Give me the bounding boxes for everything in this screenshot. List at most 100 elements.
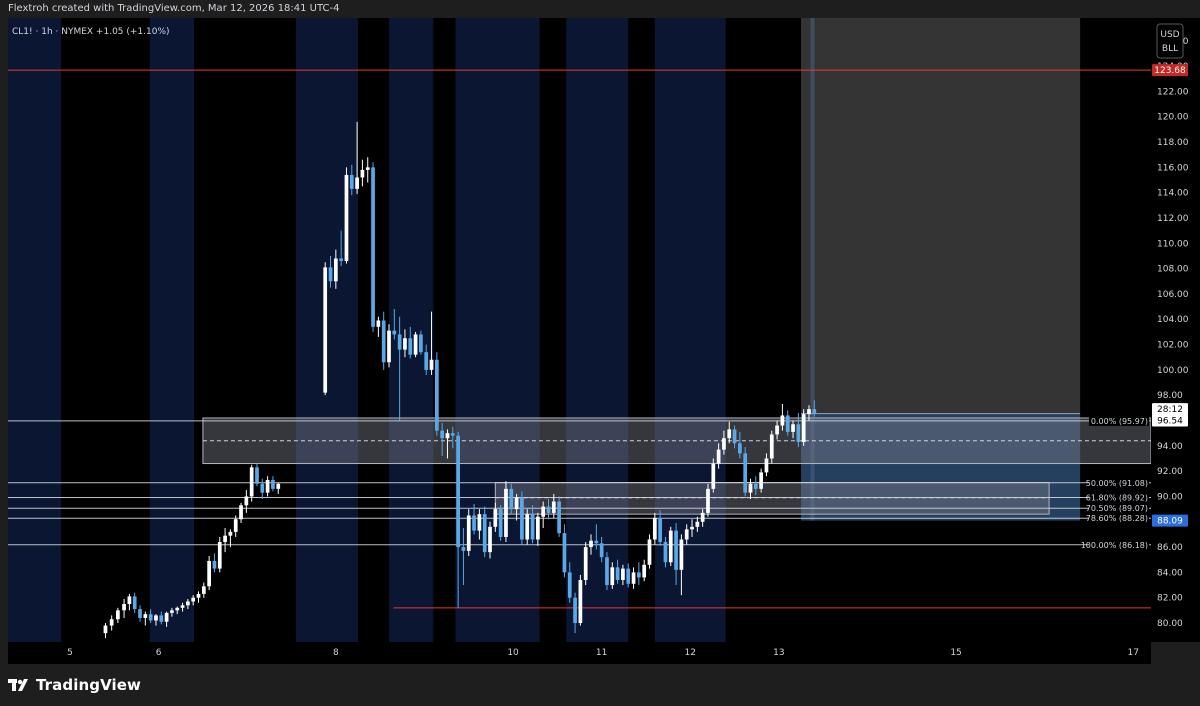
projection-vertical-band bbox=[810, 18, 815, 521]
candle bbox=[138, 605, 142, 622]
candle bbox=[434, 352, 439, 436]
candle-body bbox=[255, 467, 259, 484]
candle bbox=[722, 430, 726, 455]
candle-body bbox=[583, 547, 588, 580]
price-axis[interactable] bbox=[1151, 18, 1200, 642]
candle bbox=[498, 505, 503, 541]
candle-body bbox=[440, 430, 445, 439]
candle-body bbox=[626, 568, 631, 584]
candle bbox=[769, 430, 774, 464]
candle bbox=[466, 509, 471, 556]
candle bbox=[397, 316, 402, 421]
candle bbox=[196, 591, 201, 603]
tradingview-brand: TradingView bbox=[8, 675, 141, 695]
candle-body bbox=[445, 433, 450, 439]
candle-body bbox=[647, 539, 652, 565]
candle bbox=[551, 493, 556, 518]
candle-body bbox=[652, 517, 657, 540]
price-tick-label: 122.00 bbox=[1157, 87, 1189, 97]
candle bbox=[738, 431, 742, 459]
time-tick-label: 12 bbox=[685, 648, 696, 658]
candle bbox=[684, 524, 689, 545]
candle bbox=[668, 526, 673, 567]
candle bbox=[387, 324, 391, 368]
candle-body bbox=[450, 433, 455, 436]
candle bbox=[360, 159, 365, 187]
candle bbox=[753, 476, 758, 496]
fib-level-label: 78.60% (88.28) bbox=[1086, 514, 1148, 523]
symbol-legend: CL1! · 1h · NYMEX +1.05 (+1.10%) bbox=[12, 27, 170, 37]
candle-body bbox=[217, 542, 222, 569]
candle bbox=[637, 562, 641, 586]
candle bbox=[652, 512, 657, 545]
fib-level-label: 70.50% (89.07) bbox=[1086, 504, 1148, 513]
fib-label-bg bbox=[1089, 477, 1149, 488]
candle bbox=[775, 420, 779, 440]
candle bbox=[228, 529, 233, 548]
candle bbox=[504, 481, 508, 543]
candle bbox=[148, 609, 153, 624]
price-tag-label: 88.09 bbox=[1157, 517, 1183, 527]
position-projection[interactable] bbox=[801, 18, 1081, 521]
time-tick-label: 11 bbox=[596, 648, 607, 658]
target-area[interactable] bbox=[801, 18, 1081, 414]
candle bbox=[271, 476, 275, 492]
fib-label-bg bbox=[1089, 503, 1149, 514]
candle bbox=[217, 536, 222, 573]
candle-body bbox=[498, 509, 503, 537]
candle-body bbox=[116, 610, 120, 620]
zone-box[interactable] bbox=[494, 482, 1050, 515]
candle-body bbox=[387, 330, 391, 363]
candle bbox=[175, 606, 180, 615]
price-tick-label: 92.00 bbox=[1157, 467, 1183, 477]
candle-body bbox=[674, 530, 678, 570]
price-tick-label: 110.00 bbox=[1157, 239, 1189, 249]
candle bbox=[371, 162, 375, 332]
candle bbox=[557, 496, 561, 537]
candle bbox=[201, 582, 206, 598]
candle-body bbox=[223, 535, 227, 543]
horizontal-levels[interactable] bbox=[8, 69, 1151, 609]
price-tag-bg bbox=[1152, 64, 1188, 77]
candle bbox=[525, 509, 530, 545]
session-band bbox=[149, 18, 195, 642]
fib-label-bg bbox=[1089, 539, 1149, 550]
fibonacci-retracement[interactable]: 0.00% (95.97) 50.00% (91.08) 61.80% (89.92… bbox=[8, 415, 1151, 550]
candle-body bbox=[265, 479, 270, 493]
candle bbox=[132, 592, 137, 613]
candle-body bbox=[605, 557, 609, 586]
candle bbox=[164, 611, 169, 627]
candle bbox=[748, 478, 753, 499]
price-tick-label: 102.00 bbox=[1157, 341, 1189, 351]
candle-body bbox=[148, 614, 153, 621]
candle-body bbox=[679, 539, 684, 570]
price-tick-label: 90.00 bbox=[1157, 492, 1183, 502]
price-tag-bg bbox=[1152, 414, 1188, 427]
time-axis-ticks: 5 6 8 10 11 12 13 15 17 bbox=[67, 648, 1139, 658]
candle bbox=[349, 164, 354, 196]
candle-body bbox=[780, 415, 785, 426]
candle bbox=[116, 607, 120, 624]
price-chart[interactable]: 0.00% (95.97) 50.00% (91.08) 61.80% (89.92… bbox=[0, 18, 1200, 664]
candle-body bbox=[109, 619, 114, 626]
candle-body bbox=[727, 429, 732, 439]
candle-body bbox=[434, 359, 439, 431]
candle-body bbox=[186, 601, 190, 606]
price-tick-label: 80.00 bbox=[1157, 619, 1183, 629]
unit-label: BLL bbox=[1162, 44, 1178, 54]
candle bbox=[419, 330, 423, 355]
candle-body bbox=[201, 586, 206, 594]
candle bbox=[599, 536, 604, 563]
candle-body bbox=[419, 334, 423, 353]
candle-body bbox=[381, 320, 386, 363]
candle bbox=[796, 412, 801, 448]
candle bbox=[333, 249, 338, 289]
candle-body bbox=[631, 572, 636, 584]
candle bbox=[180, 602, 185, 612]
candle bbox=[260, 478, 265, 499]
currency-box[interactable]: USD BLL bbox=[1156, 23, 1184, 59]
candle bbox=[233, 515, 238, 537]
stop-area[interactable] bbox=[801, 413, 1081, 521]
time-axis[interactable] bbox=[8, 642, 1151, 664]
